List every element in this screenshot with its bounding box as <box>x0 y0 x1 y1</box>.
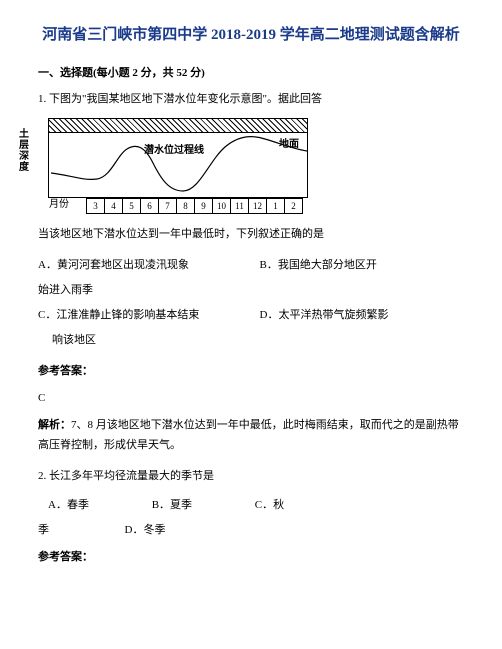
q2-choices-row2: 季 D．冬季 <box>38 520 464 541</box>
q1-analysis-label: 解析： <box>38 419 71 431</box>
q1-stem: 1. 下图为"我国某地区地下潜水位年变化示意图"。据此回答 <box>38 89 464 110</box>
q2-choice-a: A．春季 <box>48 495 89 516</box>
chart-month-cell: 7 <box>158 199 176 213</box>
q1-choice-b: B．我国绝大部分地区开 <box>260 255 464 276</box>
q2-choice-c: C．秋 <box>255 495 284 516</box>
q2-choice-d: D．冬季 <box>125 524 166 536</box>
chart-month-cell: 12 <box>248 199 266 213</box>
chart-month-cell: 2 <box>284 199 302 213</box>
chart-month-cell: 9 <box>194 199 212 213</box>
chart-path <box>51 137 307 191</box>
q2-text: 长江多年平均径流量最大的季节是 <box>49 470 214 482</box>
chart-figure: 土层深度 潜水位过程线 地面 月份 345678910111212 <box>48 118 464 214</box>
q2-choices-row1: A．春季 B．夏季 C．秋 <box>48 495 464 516</box>
chart-month-cell: 1 <box>266 199 284 213</box>
doc-title: 河南省三门峡市第四中学 2018-2019 学年高二地理测试题含解析 <box>38 24 464 47</box>
chart-x-title: 月份 <box>48 198 86 214</box>
q2-choice-c-cont: 季 <box>38 524 49 536</box>
chart-month-cell: 4 <box>104 199 122 213</box>
q2-num: 2. <box>38 470 46 482</box>
chart-month-cell: 6 <box>140 199 158 213</box>
q1-choice-a: A．黄河河套地区出现凌汛现象 <box>38 255 242 276</box>
q1-choice-d-cont: 响该地区 <box>38 330 464 351</box>
q2-stem: 2. 长江多年平均径流量最大的季节是 <box>38 466 464 487</box>
chart-month-cell: 5 <box>122 199 140 213</box>
chart-x-axis: 月份 345678910111212 <box>48 198 308 214</box>
q1-choice-d: D．太平洋热带气旋频繁影 <box>260 305 464 326</box>
q1-num: 1. <box>38 93 46 105</box>
q1-choices: A．黄河河套地区出现凌汛现象 B．我国绝大部分地区开 始进入雨季 C．江淮准静止… <box>38 255 464 351</box>
chart-month-cell: 11 <box>230 199 248 213</box>
q2-choice-b: B．夏季 <box>152 495 192 516</box>
q1-answer-label: 参考答案： <box>38 361 464 382</box>
q1-answer: C <box>38 388 464 409</box>
chart-surface-hatch <box>49 119 307 133</box>
chart-month-cell: 3 <box>86 199 104 213</box>
chart-month-cell: 8 <box>176 199 194 213</box>
q2-answer-label: 参考答案： <box>38 547 464 568</box>
q1-choice-b-cont: 始进入雨季 <box>38 280 464 301</box>
chart-y-axis-label: 土层深度 <box>19 129 31 173</box>
q1-analysis: 解析：7、8 月该地区地下潜水位达到一年中最低，此时梅雨结束，取而代之的是副热带… <box>38 415 464 457</box>
chart-svg <box>49 133 309 199</box>
q1-sub-stem: 当该地区地下潜水位达到一年中最低时，下列叙述正确的是 <box>38 224 464 245</box>
chart-month-cell: 10 <box>212 199 230 213</box>
section-heading: 一、选择题(每小题 2 分，共 52 分) <box>38 63 464 84</box>
chart-box: 土层深度 潜水位过程线 地面 <box>48 118 308 198</box>
q1-analysis-text: 7、8 月该地区地下潜水位达到一年中最低，此时梅雨结束，取而代之的是副热带高压脊… <box>38 419 459 452</box>
q1-choice-c: C．江淮准静止锋的影响基本结束 <box>38 305 242 326</box>
q1-text: 下图为"我国某地区地下潜水位年变化示意图"。据此回答 <box>49 93 322 105</box>
chart-month-cells: 345678910111212 <box>86 198 303 214</box>
